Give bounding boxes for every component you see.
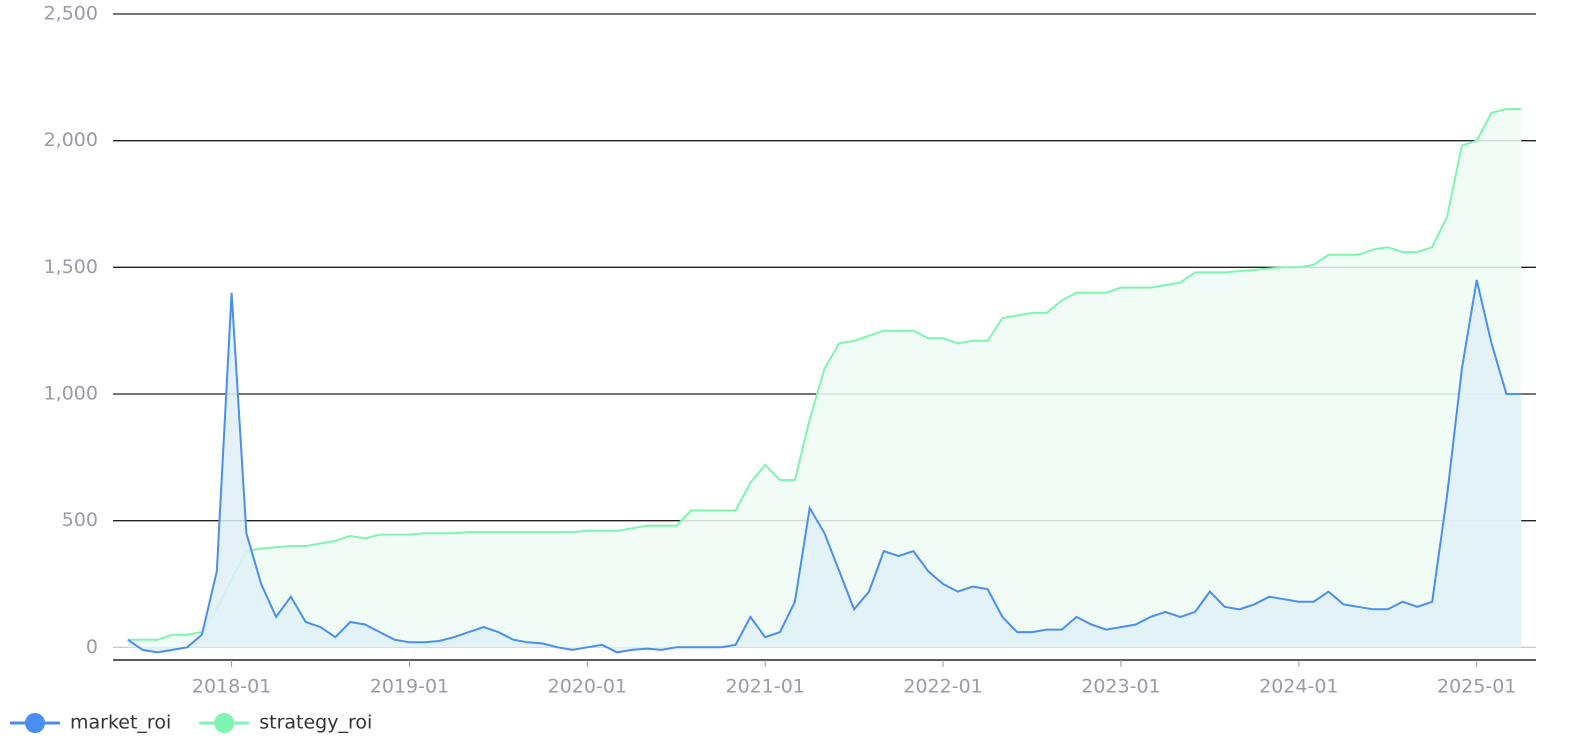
x-tick-label: 2019-01 (370, 676, 449, 698)
y-tick-label: 2,500 (44, 3, 98, 25)
series-line (127, 279, 1522, 654)
x-tick-label: 2022-01 (903, 676, 982, 698)
x-tick-label: 2020-01 (548, 676, 627, 698)
legend-label: market_roi (70, 712, 171, 734)
series-area (127, 280, 1522, 653)
x-tick-label: 2018-01 (192, 676, 271, 698)
y-tick-label: 2,000 (44, 129, 98, 151)
y-tick-label: 1,000 (44, 383, 98, 405)
legend-marker (25, 713, 45, 733)
legend-marker (214, 713, 235, 733)
y-tick-label: 1,500 (44, 256, 98, 278)
x-tick-label: 2023-01 (1081, 676, 1160, 698)
series-area (127, 109, 1522, 648)
x-tick-label: 2024-01 (1259, 676, 1338, 698)
x-tick-label: 2021-01 (726, 676, 805, 698)
y-tick-label: 0 (86, 636, 98, 658)
series-line (127, 108, 1522, 641)
legend-label: strategy_roi (259, 712, 372, 734)
x-tick-label: 2025-01 (1437, 676, 1516, 698)
y-tick-label: 500 (62, 509, 98, 531)
